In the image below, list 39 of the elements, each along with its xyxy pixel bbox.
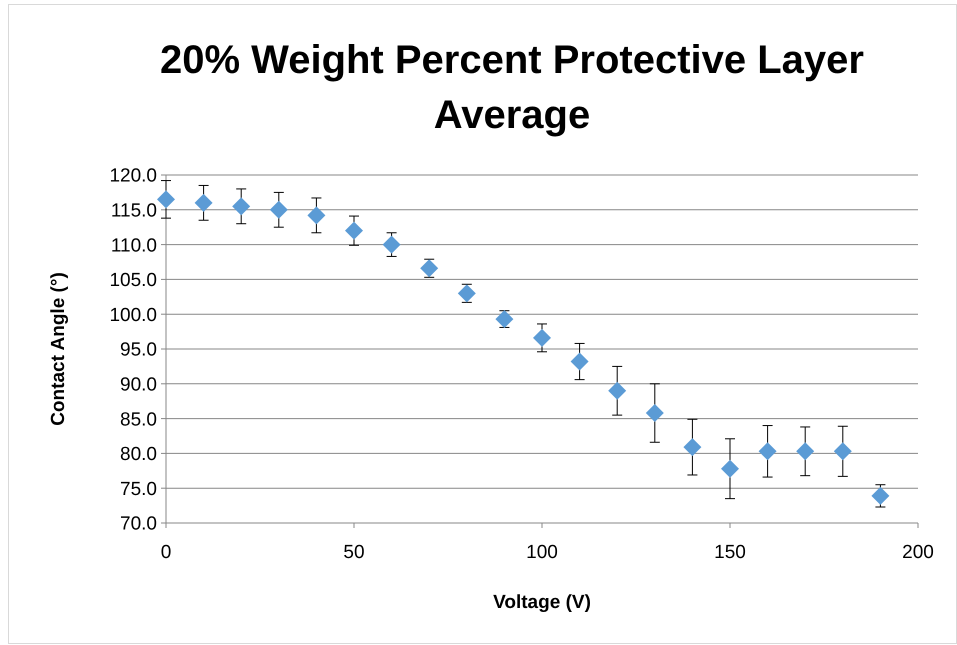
- y-tick-label: 105.0: [109, 270, 157, 292]
- y-tick-label: 85.0: [120, 409, 157, 430]
- x-tick-label: 0: [160, 542, 172, 563]
- point: [495, 310, 514, 328]
- y-tick-label: 120.0: [109, 166, 157, 187]
- point: [345, 222, 363, 240]
- y-tick-label: 80.0: [120, 444, 157, 466]
- point: [796, 442, 814, 460]
- y-tick-label: 115.0: [110, 200, 157, 222]
- y-tick-label: 110.0: [110, 235, 157, 256]
- point: [270, 200, 288, 219]
- point: [646, 404, 664, 422]
- point: [232, 197, 250, 216]
- y-tick-label: 70.0: [120, 514, 157, 535]
- y-tick-label: 95.0: [120, 340, 157, 361]
- x-tick-label: 200: [902, 542, 934, 563]
- point: [683, 438, 702, 456]
- point: [608, 382, 626, 400]
- point: [194, 194, 213, 212]
- point: [721, 460, 739, 478]
- y-tick-label: 90.0: [120, 374, 157, 396]
- y-tick-label: 100.0: [109, 304, 157, 326]
- point: [871, 486, 890, 505]
- y-axis-title: Contact Angle (°): [48, 272, 69, 426]
- point: [458, 284, 476, 302]
- point: [758, 442, 777, 460]
- x-tick-label: 100: [526, 542, 558, 563]
- point: [533, 328, 551, 347]
- point: [307, 206, 326, 224]
- x-tick-label: 150: [714, 542, 746, 563]
- x-axis-title: Voltage (V): [493, 592, 591, 613]
- point: [420, 259, 438, 278]
- point: [157, 190, 175, 208]
- chart-title: 20% Weight Percent Protective Layer Average: [160, 38, 864, 137]
- point: [382, 236, 401, 254]
- y-tick-label: 75.0: [120, 478, 157, 500]
- point: [834, 442, 852, 460]
- x-tick-label: 50: [343, 542, 365, 563]
- point: [570, 352, 589, 371]
